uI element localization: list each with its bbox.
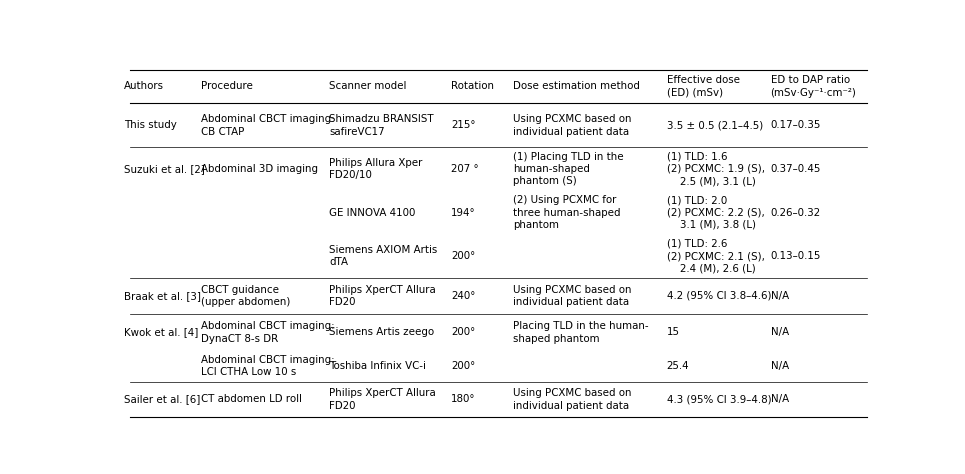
Text: Using PCXMC based on
individual patient data: Using PCXMC based on individual patient … [513, 114, 632, 137]
Text: Abdominal CBCT imaging:
CB CTAP: Abdominal CBCT imaging: CB CTAP [201, 114, 334, 137]
Text: (1) TLD: 2.0
(2) PCXMC: 2.2 (S),
    3.1 (M), 3.8 (L): (1) TLD: 2.0 (2) PCXMC: 2.2 (S), 3.1 (M)… [667, 195, 764, 230]
Text: 240°: 240° [452, 291, 476, 301]
Text: N/A: N/A [770, 361, 788, 371]
Text: This study: This study [124, 120, 177, 130]
Text: 25.4: 25.4 [667, 361, 689, 371]
Text: 3.5 ± 0.5 (2.1–4.5): 3.5 ± 0.5 (2.1–4.5) [667, 120, 762, 130]
Text: 200°: 200° [452, 361, 476, 371]
Text: ED to DAP ratio
(mSv·Gy⁻¹·cm⁻²): ED to DAP ratio (mSv·Gy⁻¹·cm⁻²) [770, 75, 856, 98]
Text: N/A: N/A [770, 328, 788, 337]
Text: Toshiba Infinix VC-i: Toshiba Infinix VC-i [329, 361, 427, 371]
Text: Using PCXMC based on
individual patient data: Using PCXMC based on individual patient … [513, 388, 632, 410]
Text: Abdominal CBCT imaging:
LCI CTHA Low 10 s: Abdominal CBCT imaging: LCI CTHA Low 10 … [201, 355, 334, 377]
Text: 0.13–0.15: 0.13–0.15 [770, 251, 821, 261]
Text: N/A: N/A [770, 291, 788, 301]
Text: 194°: 194° [452, 208, 476, 218]
Text: Scanner model: Scanner model [329, 82, 406, 91]
Text: (1) TLD: 2.6
(2) PCXMC: 2.1 (S),
    2.4 (M), 2.6 (L): (1) TLD: 2.6 (2) PCXMC: 2.1 (S), 2.4 (M)… [667, 239, 764, 273]
Text: (1) TLD: 1.6
(2) PCXMC: 1.9 (S),
    2.5 (M), 3.1 (L): (1) TLD: 1.6 (2) PCXMC: 1.9 (S), 2.5 (M)… [667, 152, 764, 186]
Text: 200°: 200° [452, 328, 476, 337]
Text: N/A: N/A [770, 394, 788, 404]
Text: Dose estimation method: Dose estimation method [513, 82, 640, 91]
Text: 200°: 200° [452, 251, 476, 261]
Text: Siemens Artis zeego: Siemens Artis zeego [329, 328, 434, 337]
Text: Authors: Authors [124, 82, 164, 91]
Text: Sailer et al. [6]: Sailer et al. [6] [124, 394, 200, 404]
Text: Kwok et al. [4]: Kwok et al. [4] [124, 328, 198, 337]
Text: CBCT guidance
(upper abdomen): CBCT guidance (upper abdomen) [201, 285, 290, 307]
Text: 15: 15 [667, 328, 679, 337]
Text: Siemens AXIOM Artis
dTA: Siemens AXIOM Artis dTA [329, 245, 437, 267]
Text: Philips XperCT Allura
FD20: Philips XperCT Allura FD20 [329, 388, 436, 410]
Text: Shimadzu BRANSIST
safireVC17: Shimadzu BRANSIST safireVC17 [329, 114, 434, 137]
Text: Using PCXMC based on
individual patient data: Using PCXMC based on individual patient … [513, 285, 632, 307]
Text: Abdominal 3D imaging: Abdominal 3D imaging [201, 164, 317, 174]
Text: Effective dose
(ED) (mSv): Effective dose (ED) (mSv) [667, 75, 739, 98]
Text: Philips Allura Xper
FD20/10: Philips Allura Xper FD20/10 [329, 158, 423, 180]
Text: CT abdomen LD roll: CT abdomen LD roll [201, 394, 301, 404]
Text: (1) Placing TLD in the
human-shaped
phantom (S): (1) Placing TLD in the human-shaped phan… [513, 152, 624, 186]
Text: GE INNOVA 4100: GE INNOVA 4100 [329, 208, 416, 218]
Text: 0.17–0.35: 0.17–0.35 [770, 120, 821, 130]
Text: Abdominal CBCT imaging:
DynaCT 8-s DR: Abdominal CBCT imaging: DynaCT 8-s DR [201, 321, 334, 344]
Text: 4.2 (95% CI 3.8–4.6): 4.2 (95% CI 3.8–4.6) [667, 291, 771, 301]
Text: Braak et al. [3]: Braak et al. [3] [124, 291, 201, 301]
Text: 180°: 180° [452, 394, 476, 404]
Text: 4.3 (95% CI 3.9–4.8): 4.3 (95% CI 3.9–4.8) [667, 394, 771, 404]
Text: Suzuki et al. [2]: Suzuki et al. [2] [124, 164, 205, 174]
Text: 0.26–0.32: 0.26–0.32 [770, 208, 820, 218]
Text: Philips XperCT Allura
FD20: Philips XperCT Allura FD20 [329, 285, 436, 307]
Text: Rotation: Rotation [452, 82, 494, 91]
Text: 207 °: 207 ° [452, 164, 479, 174]
Text: Procedure: Procedure [201, 82, 253, 91]
Text: 215°: 215° [452, 120, 476, 130]
Text: Placing TLD in the human-
shaped phantom: Placing TLD in the human- shaped phantom [513, 321, 648, 344]
Text: 0.37–0.45: 0.37–0.45 [770, 164, 821, 174]
Text: (2) Using PCXMC for
three human-shaped
phantom: (2) Using PCXMC for three human-shaped p… [513, 195, 620, 230]
